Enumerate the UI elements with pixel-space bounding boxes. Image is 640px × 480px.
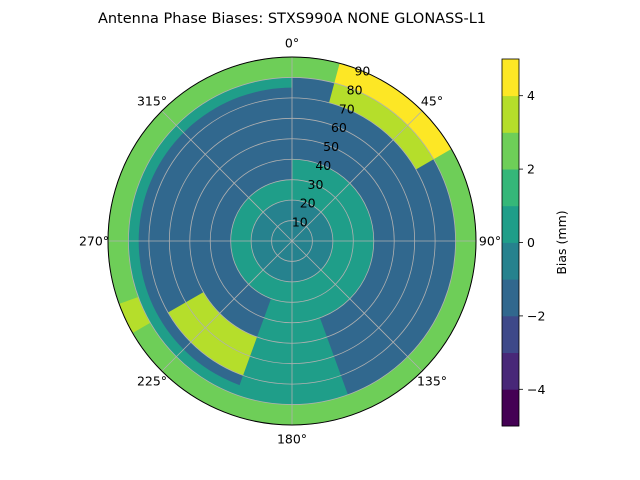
angle-tick-label: 315° [137,93,167,108]
radial-tick-label: 70 [339,101,355,116]
colorbar-band [502,132,519,170]
colorbar-band [502,59,519,97]
colorbar-band [502,169,519,207]
chart-title: Antenna Phase Biases: STXS990A NONE GLON… [98,11,486,27]
colorbar-tick-label: 2 [527,162,535,177]
bias-region-8 [119,296,151,333]
angle-gridline-1 [291,110,423,242]
colorbar-band [502,205,519,243]
colorbar-tick-label: 4 [527,88,535,103]
colorbar-band [502,389,519,427]
colorbar-band [502,279,519,317]
angle-tick-labels: 0° 45° 90° 135° 180° 225° 270° 315° [79,36,501,447]
radial-tick-label: 10 [292,215,308,230]
polar-grid [107,56,477,426]
angle-gridline-3 [291,240,423,372]
colorbar-tick-label: −4 [527,382,545,397]
angle-tick-label: 225° [137,374,167,389]
angle-tick-label: 0° [285,36,299,51]
angle-gridline-5 [161,240,293,372]
radial-tick-labels: 10 20 30 40 50 60 70 80 90 [292,64,371,230]
radial-tick-label: 90 [354,64,370,79]
angle-gridline-7 [161,110,293,242]
angle-tick-label: 45° [421,93,443,108]
bias-region-7 [168,292,258,376]
polar-frame [107,56,477,426]
radial-tick-label: 60 [331,120,347,135]
angle-tick-label: 180° [277,432,307,447]
colorbar-band [502,95,519,133]
colorbar-tick-label: 0 [527,235,535,250]
angle-tick-label: 135° [417,374,447,389]
radial-tick-label: 30 [308,177,324,192]
colorbar-tick-label: −2 [527,308,545,323]
colorbar-band [502,242,519,280]
radial-tick-label: 50 [323,139,339,154]
colorbar-band [502,315,519,353]
colorbar-band [502,352,519,390]
radial-tick-label: 40 [315,158,331,173]
angle-tick-label: 90° [479,234,501,249]
colorbar-label: Bias (mm) [554,210,569,274]
bias-region-5 [334,63,452,160]
radial-tick-label: 20 [300,196,316,211]
colorbar: −4 −2 0 2 4 Bias (mm) [501,58,569,427]
bias-region-6 [329,83,434,170]
radial-tick-label: 80 [347,82,363,97]
angle-tick-label: 270° [79,234,109,249]
